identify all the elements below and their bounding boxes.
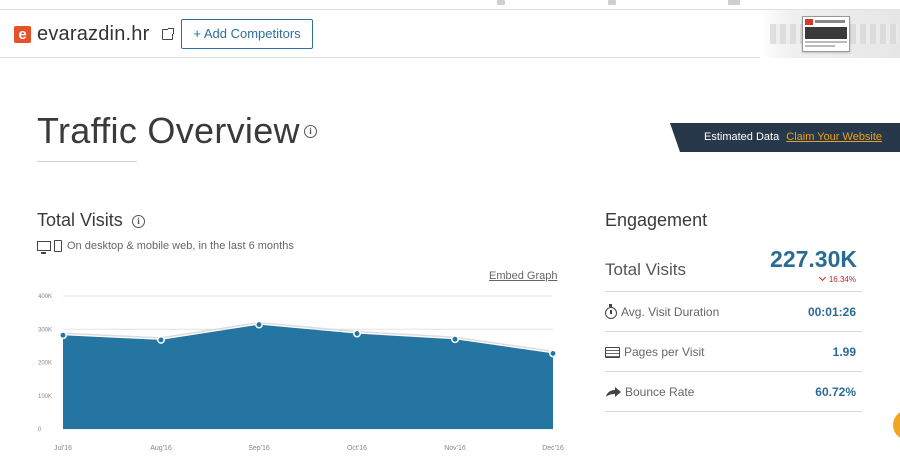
engagement-divider (605, 291, 862, 292)
total-visits-change-value: 16.34% (828, 275, 856, 284)
thumbnail-nav (815, 20, 845, 23)
bounce-rate-value: 60.72% (815, 385, 856, 399)
claim-website-link[interactable]: Claim Your Website (786, 131, 883, 143)
pages-per-visit-value: 1.99 (832, 345, 856, 359)
embed-graph-link[interactable]: Embed Graph (489, 270, 558, 282)
browser-strip-icon (608, 0, 616, 5)
estimated-data-label: Estimated Data (704, 131, 780, 143)
external-link-icon[interactable] (162, 28, 174, 40)
engagement-row-avg-visit-duration: Avg. Visit Duration 00:01:26 (605, 292, 862, 332)
x-tick-label: Dec'16 (542, 445, 564, 452)
bounce-rate-label: Bounce Rate (625, 385, 695, 399)
pages-per-visit-label: Pages per Visit (624, 345, 705, 359)
site-header: e evarazdin.hr + Add Competitors (0, 10, 900, 58)
info-icon[interactable]: i (304, 125, 317, 138)
engagement-row-bounce-rate: Bounce Rate 60.72% (605, 372, 862, 412)
thumbnail-logo (805, 19, 813, 25)
engagement-total-visits-label: Total Visits (605, 260, 686, 279)
page-title: Traffic Overview (37, 110, 300, 151)
site-thumbnail-area (760, 10, 900, 58)
y-tick-label: 200K (38, 361, 52, 367)
chart-data-point (59, 331, 67, 340)
stopwatch-icon (605, 303, 617, 319)
y-tick-label: 0 (38, 427, 42, 433)
avg-visit-duration-value: 00:01:26 (807, 305, 856, 319)
total-visits-chart: 0 100K 200K 300K 400K Jul'16 Aug'16 Sep'16 Oct'1… (38, 294, 564, 452)
info-icon[interactable]: i (132, 215, 145, 228)
mobile-icon (54, 240, 62, 253)
y-tick-label: 100K (38, 394, 52, 400)
x-tick-label: Oct'16 (347, 445, 367, 452)
estimated-data-banner: Estimated Data Claim Your Website (670, 123, 900, 152)
engagement-row-pages-per-visit: Pages per Visit 1.99 (605, 332, 862, 372)
browser-strip-icon (497, 0, 505, 5)
device-note: On desktop & mobile web, in the last 6 m… (37, 240, 294, 255)
engagement-total-visits-value: 227.30K (770, 246, 857, 272)
site-name[interactable]: evarazdin.hr (37, 23, 150, 45)
chat-widget-button[interactable] (893, 410, 900, 440)
title-divider (37, 161, 137, 162)
y-tick-label: 300K (38, 327, 52, 333)
chart-data-point (549, 349, 557, 358)
thumbnail-line (805, 45, 835, 47)
browser-top-strip (0, 0, 900, 10)
chart-data-point (255, 320, 263, 329)
thumbnail-line (805, 41, 847, 43)
x-tick-label: Nov'16 (444, 445, 466, 452)
chart-data-point (451, 335, 459, 344)
pages-icon (605, 347, 620, 359)
bounce-arrow-icon (606, 387, 621, 398)
chart-series-line (62, 321, 554, 353)
x-tick-label: Aug'16 (150, 445, 172, 452)
add-competitors-button[interactable]: + Add Competitors (181, 19, 313, 49)
total-visits-change: 16.34% (760, 273, 856, 284)
engagement-title: Engagement (605, 210, 708, 230)
total-visits-title: Total Visits (37, 210, 123, 230)
chart-data-point (157, 335, 165, 344)
x-tick-label: Jul'16 (54, 445, 72, 452)
site-thumbnail[interactable] (802, 16, 850, 52)
thumbnail-banner (805, 27, 847, 39)
y-tick-label: 400K (38, 294, 52, 300)
device-note-text: On desktop & mobile web, in the last 6 m… (67, 240, 294, 252)
chart-area (63, 324, 553, 429)
x-tick-label: Sep'16 (248, 445, 270, 452)
chevron-down-icon (818, 273, 826, 282)
desktop-icon (37, 241, 51, 255)
avg-visit-duration-label: Avg. Visit Duration (621, 305, 720, 319)
site-logo-icon: e (14, 26, 31, 43)
chart-data-point (353, 329, 361, 338)
browser-strip-icon (728, 0, 740, 5)
